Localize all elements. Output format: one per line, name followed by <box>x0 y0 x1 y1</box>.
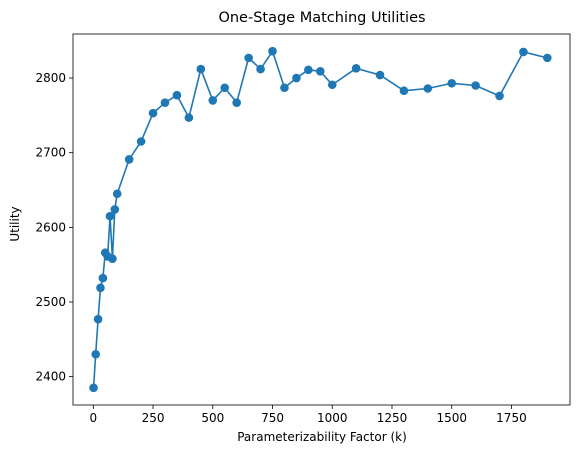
data-point <box>543 53 552 63</box>
x-tick-label: 1000 <box>317 411 348 425</box>
data-point <box>96 283 105 293</box>
y-tick-label: 2600 <box>35 220 66 234</box>
axes-frame-rect <box>72 33 571 406</box>
chart-title: One-Stage Matching Utilities <box>218 10 425 26</box>
data-point <box>304 65 313 75</box>
data-point <box>89 383 98 393</box>
x-tick-label: 0 <box>89 411 97 425</box>
y-tick-label: 2800 <box>35 71 66 85</box>
data-point <box>108 254 117 263</box>
data-point <box>268 46 277 56</box>
x-tick-label: 1250 <box>377 411 408 425</box>
data-point <box>232 98 241 107</box>
tick-layer: 0 250 500 750 1000 1250 1500 1750 2400 2500 2600 27… <box>35 71 526 425</box>
y-tick-label: 2400 <box>35 370 66 384</box>
data-point <box>136 137 146 146</box>
data-point <box>98 273 108 283</box>
data-point <box>244 53 253 63</box>
data-point <box>93 314 103 324</box>
data-point <box>91 349 100 359</box>
y-tick-label: 2500 <box>35 295 66 309</box>
data-point <box>124 155 134 164</box>
y-tick-label: 2700 <box>35 146 66 160</box>
data-point <box>184 113 194 122</box>
data-point <box>172 90 182 100</box>
x-tick-label: 750 <box>261 411 284 425</box>
series-layer <box>89 46 552 393</box>
data-point <box>351 64 361 73</box>
data-point <box>220 83 230 93</box>
data-point <box>208 96 218 105</box>
data-point <box>292 73 301 83</box>
data-point <box>112 189 122 199</box>
data-point <box>196 64 206 74</box>
x-tick-label: 500 <box>201 411 224 425</box>
data-point <box>447 78 457 88</box>
x-tick-label: 250 <box>142 411 165 425</box>
data-point <box>495 91 504 101</box>
axes-frame <box>72 33 571 406</box>
y-axis-title: Utility <box>8 206 22 241</box>
data-point <box>256 64 265 74</box>
data-point <box>160 98 170 107</box>
x-axis-title: Parameterizability Factor (k) <box>237 430 407 444</box>
data-point <box>105 211 115 221</box>
data-point <box>519 47 528 57</box>
data-point <box>423 84 433 93</box>
data-point <box>375 70 385 80</box>
x-tick-label: 1500 <box>436 411 467 425</box>
x-tick-label: 1750 <box>496 411 527 425</box>
data-point <box>110 205 120 214</box>
data-point <box>280 83 289 93</box>
data-point <box>148 108 158 118</box>
data-point <box>399 86 409 96</box>
data-point <box>316 67 325 76</box>
data-point <box>471 81 480 90</box>
data-point <box>327 80 337 90</box>
